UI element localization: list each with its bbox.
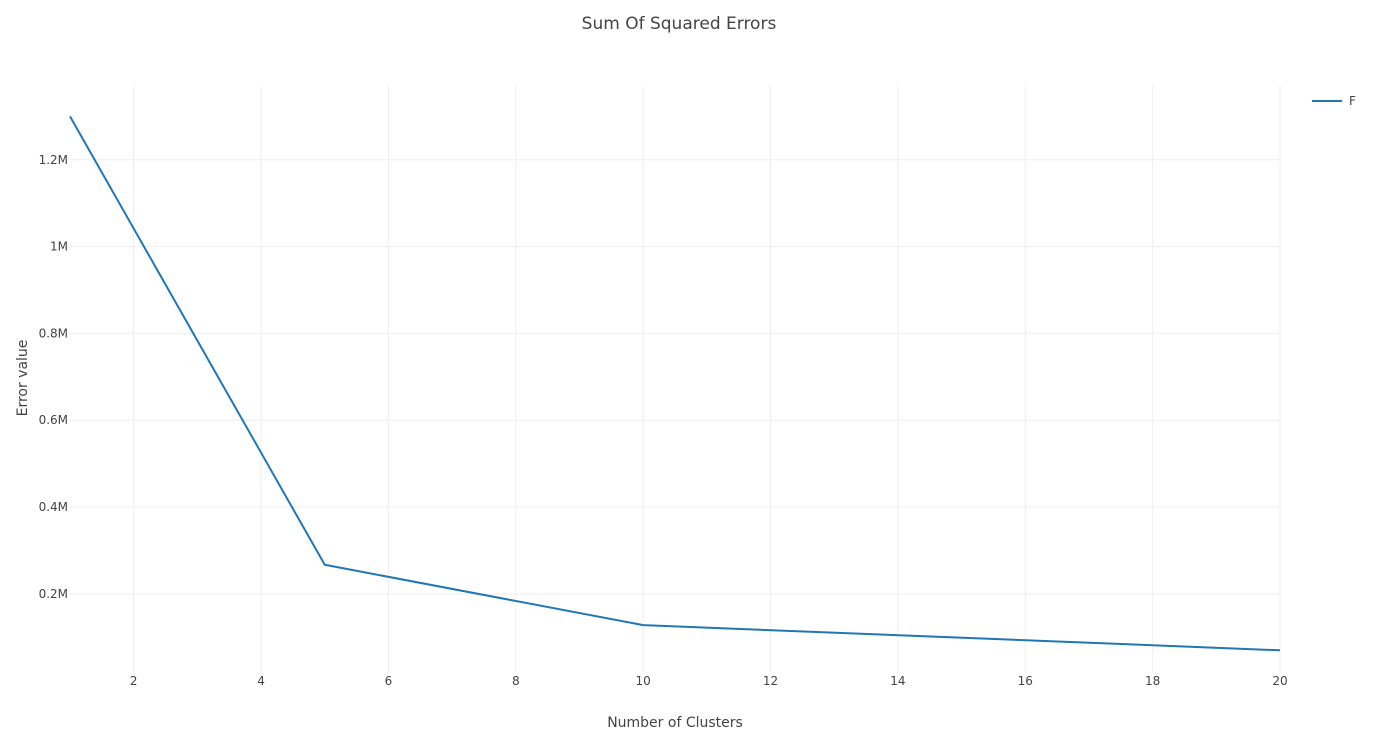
- chart-title: Sum Of Squared Errors: [582, 14, 777, 34]
- y-tick-label: 0.4M: [39, 500, 68, 514]
- data-point[interactable]: [1277, 647, 1283, 653]
- x-tick-label: 14: [890, 674, 905, 688]
- x-tick-label: 2: [130, 674, 138, 688]
- x-tick-label: 18: [1145, 674, 1160, 688]
- x-axis-ticks: 2 4 6 8 10 12 14 16 18 20: [130, 674, 1288, 688]
- x-axis-title: Number of Clusters: [607, 715, 743, 731]
- y-tick-label: 1M: [50, 240, 68, 254]
- x-tick-label: 10: [636, 674, 651, 688]
- y-tick-label: 0.2M: [39, 587, 68, 601]
- legend[interactable]: F: [1312, 94, 1356, 108]
- data-point[interactable]: [67, 113, 73, 119]
- grid-layer: [70, 86, 1281, 672]
- data-point[interactable]: [322, 562, 328, 568]
- x-tick-label: 12: [763, 674, 778, 688]
- x-tick-label: 6: [385, 674, 393, 688]
- y-axis-title: Error value: [15, 340, 31, 417]
- x-tick-label: 16: [1018, 674, 1033, 688]
- x-tick-label: 20: [1272, 674, 1287, 688]
- x-tick-label: 8: [512, 674, 520, 688]
- y-axis-ticks: 0.2M 0.4M 0.6M 0.8M 1M 1.2M: [39, 153, 68, 601]
- series-line[interactable]: [69, 115, 1281, 652]
- y-tick-label: 1.2M: [39, 153, 68, 167]
- y-tick-label: 0.6M: [39, 413, 68, 427]
- legend-label: F: [1349, 94, 1356, 108]
- y-tick-label: 0.8M: [39, 326, 68, 340]
- data-point[interactable]: [640, 622, 646, 628]
- series-layer: [67, 113, 1283, 653]
- x-tick-label: 4: [257, 674, 265, 688]
